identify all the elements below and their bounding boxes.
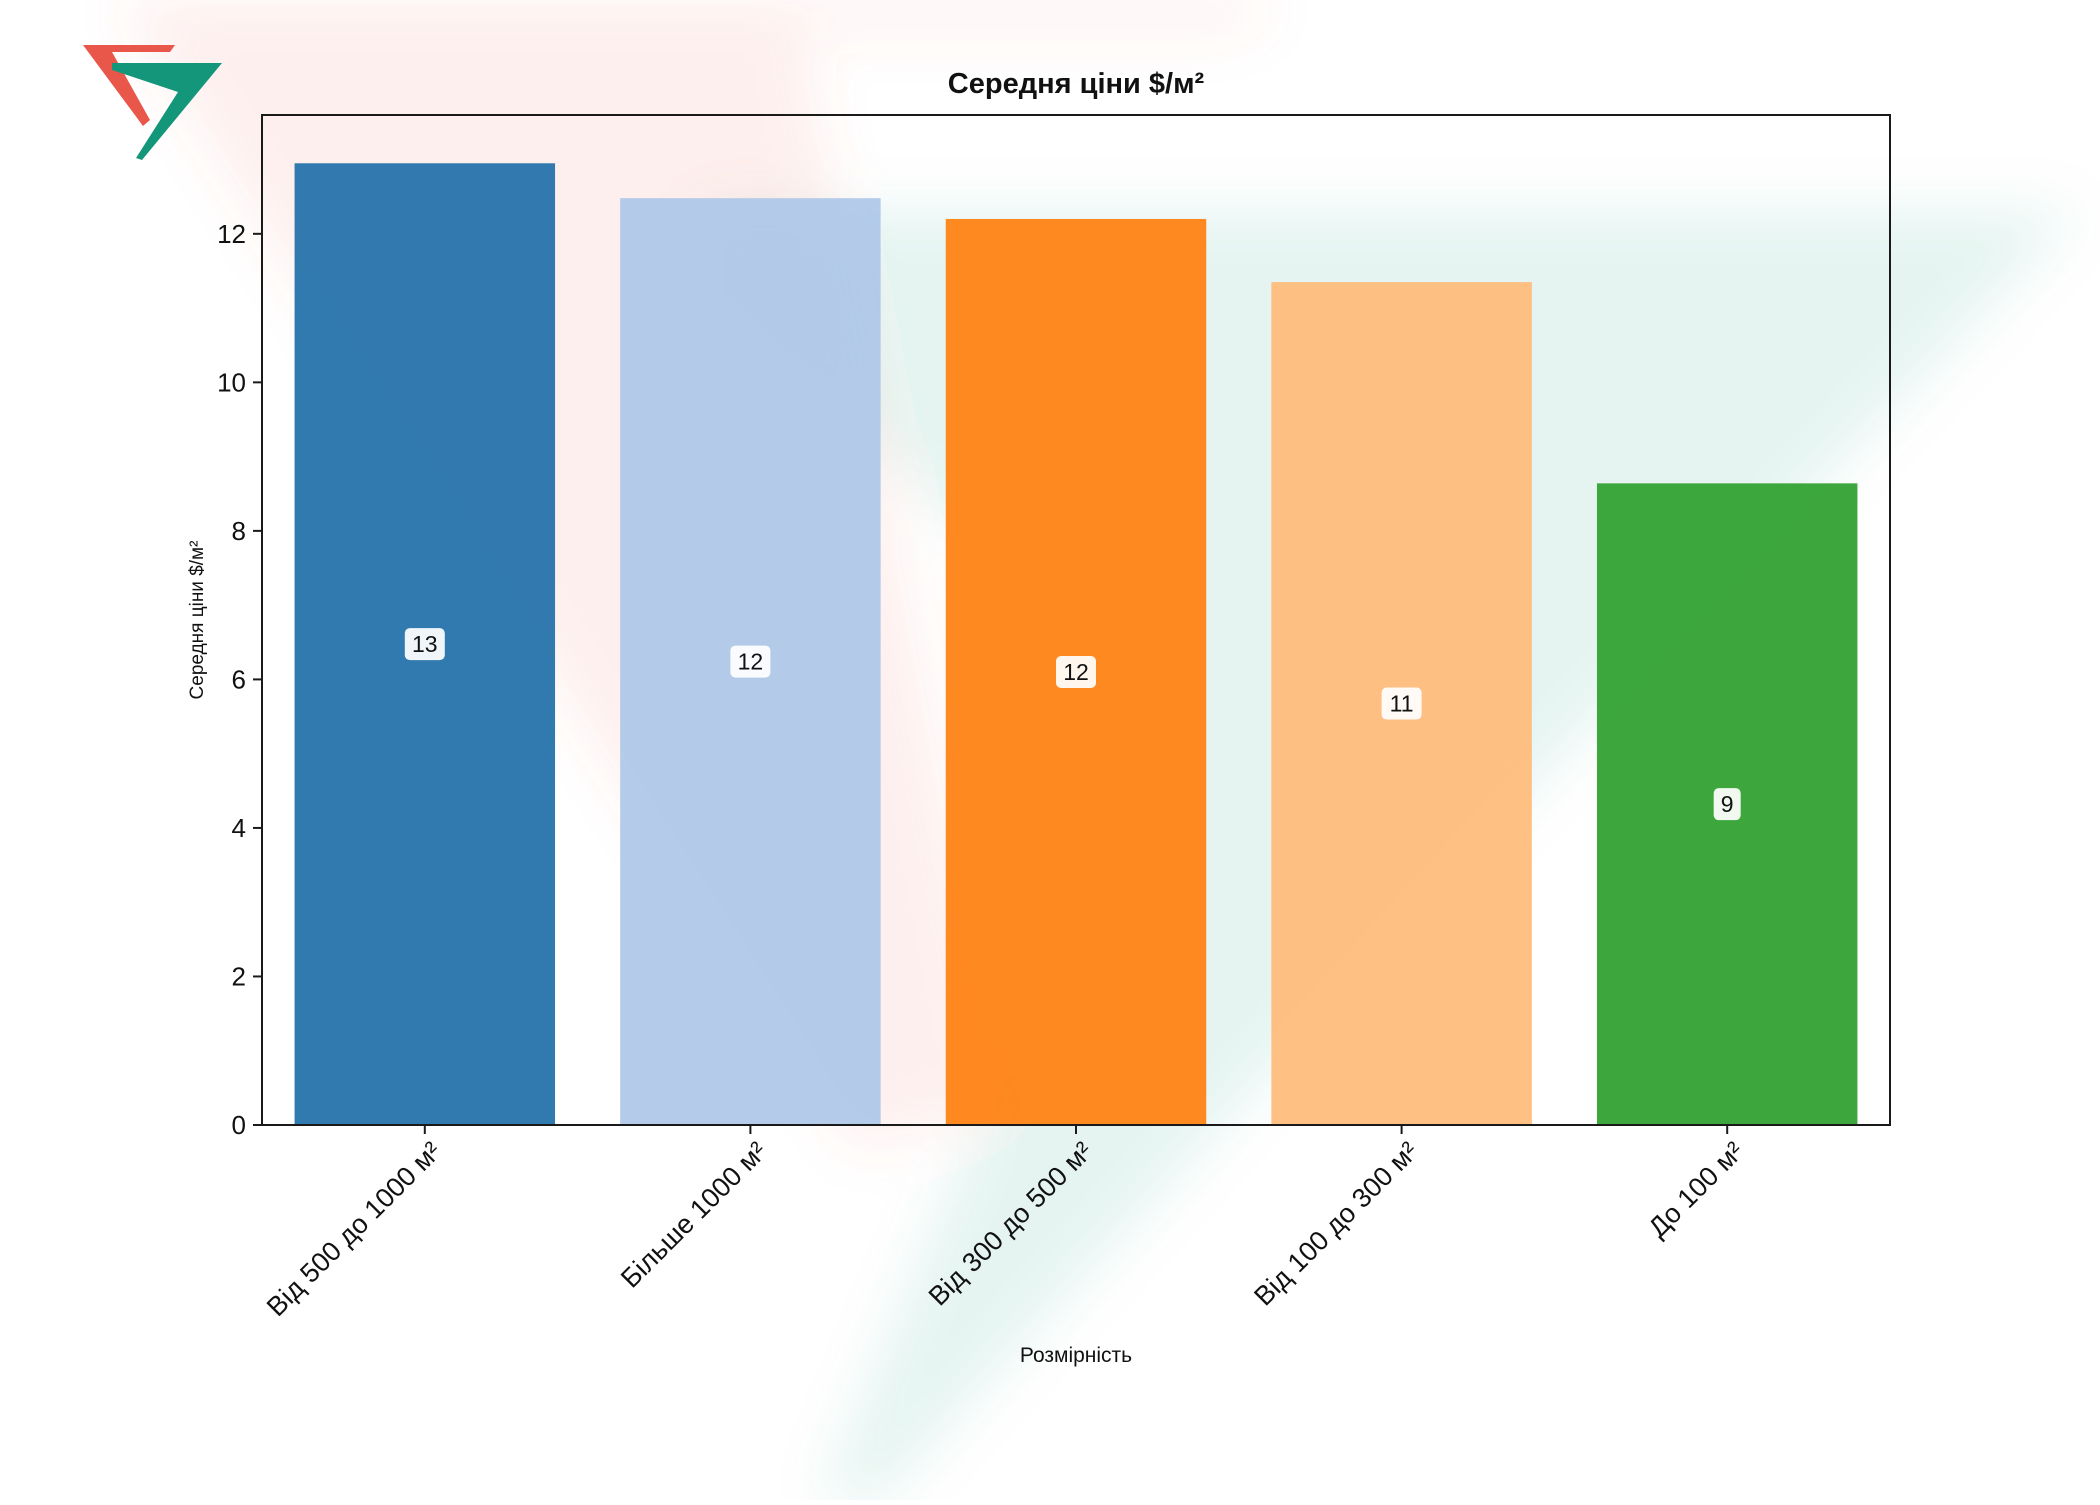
chart-title: Середня ціни $/м² bbox=[948, 68, 1205, 100]
x-tick-label: Від 100 до 300 м² bbox=[1248, 1136, 1424, 1312]
x-tick-label: До 100 м² bbox=[1643, 1136, 1750, 1243]
data-label-box bbox=[1713, 788, 1741, 821]
data-label-box bbox=[730, 645, 771, 678]
y-tick-label: 4 bbox=[232, 813, 246, 843]
data-label-box bbox=[1381, 687, 1422, 720]
data-label: 13 bbox=[412, 631, 438, 657]
x-tick-label: Від 500 до 1000 м² bbox=[261, 1136, 447, 1322]
y-axis-label: Середня ціни $/м² bbox=[187, 541, 208, 700]
y-tick-label: 2 bbox=[232, 961, 246, 991]
data-label: 9 bbox=[1721, 791, 1734, 817]
y-tick-label: 6 bbox=[232, 664, 246, 694]
y-tick-label: 10 bbox=[217, 367, 246, 397]
data-label-box bbox=[1056, 655, 1096, 688]
data-label: 12 bbox=[738, 649, 764, 675]
y-tick-label: 12 bbox=[217, 219, 246, 249]
plot-area: 13 12 12 11 9 bbox=[294, 163, 1858, 1126]
company-logo-icon bbox=[83, 45, 222, 160]
x-tick-label: Більше 1000 м² bbox=[615, 1136, 773, 1294]
data-label: 11 bbox=[1390, 691, 1414, 717]
y-tick-label: 0 bbox=[232, 1110, 246, 1140]
y-tick-label: 8 bbox=[232, 516, 246, 546]
data-label: 12 bbox=[1063, 659, 1089, 685]
x-axis-label: Розмірність bbox=[1020, 1344, 1132, 1367]
y-axis: 0 2 4 6 8 10 12 bbox=[217, 219, 262, 1140]
data-label-box bbox=[404, 628, 445, 661]
